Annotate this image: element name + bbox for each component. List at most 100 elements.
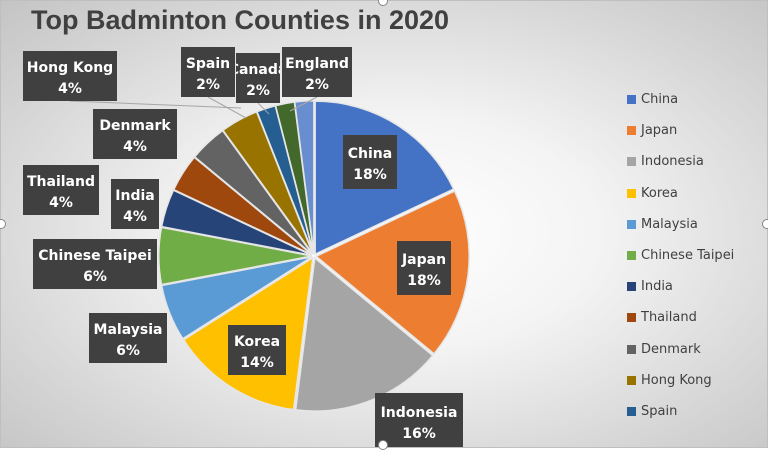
legend-item-chinese-taipei[interactable]: Chinese Taipei bbox=[627, 240, 755, 271]
data-label-value: 2% bbox=[305, 77, 329, 93]
data-label-box bbox=[23, 51, 117, 101]
data-label-value: 4% bbox=[123, 209, 147, 225]
data-label-denmark: Denmark 4% bbox=[93, 109, 177, 159]
legend-swatch bbox=[627, 95, 636, 105]
data-label-value: 6% bbox=[116, 343, 140, 359]
data-label-name: Denmark bbox=[99, 118, 171, 134]
chart-title: Top Badminton Counties in 2020 bbox=[31, 5, 450, 35]
legend-item-hong-kong[interactable]: Hong Kong bbox=[627, 365, 755, 396]
leader-line-spain bbox=[207, 96, 247, 119]
data-label-box bbox=[282, 47, 352, 97]
data-label-name: Thailand bbox=[27, 174, 95, 190]
data-label-thailand: Thailand 4% bbox=[23, 165, 99, 215]
data-label-name: Japan bbox=[401, 252, 446, 268]
legend-swatch bbox=[627, 219, 636, 229]
legend-label: Spain bbox=[641, 403, 678, 419]
legend-item-indonesia[interactable]: Indonesia bbox=[627, 146, 755, 177]
legend-swatch bbox=[627, 406, 636, 416]
data-label-value: 6% bbox=[83, 269, 107, 285]
data-label-box bbox=[397, 241, 451, 295]
legend-item-malaysia[interactable]: Malaysia bbox=[627, 209, 755, 240]
data-label-japan: Japan 18% bbox=[397, 241, 451, 295]
legend-label: Hong Kong bbox=[641, 372, 712, 388]
data-label-box bbox=[228, 325, 286, 375]
legend-swatch bbox=[627, 313, 636, 323]
data-label-name: China bbox=[348, 146, 392, 162]
data-label-value: 18% bbox=[353, 167, 387, 183]
data-label-value: 4% bbox=[123, 139, 147, 155]
data-label-hong-kong: Hong Kong 4% bbox=[23, 51, 117, 101]
resize-handle-left[interactable] bbox=[0, 219, 6, 229]
resize-handle-right[interactable] bbox=[762, 219, 768, 229]
resize-handle-top[interactable] bbox=[378, 0, 388, 6]
data-label-box bbox=[93, 109, 177, 159]
legend-item-japan[interactable]: Japan bbox=[627, 115, 755, 146]
legend-swatch bbox=[627, 344, 636, 354]
data-label-value: 16% bbox=[402, 426, 436, 442]
legend-label: Chinese Taipei bbox=[641, 248, 735, 264]
data-label-box bbox=[33, 239, 157, 289]
data-label-value: 2% bbox=[246, 83, 270, 99]
legend-item-korea[interactable]: Korea bbox=[627, 178, 755, 209]
data-label-value: 4% bbox=[49, 195, 73, 211]
data-label-value: 18% bbox=[407, 273, 441, 289]
legend-item-thailand[interactable]: Thailand bbox=[627, 302, 755, 333]
data-label-england: England 2% bbox=[282, 47, 352, 97]
leader-line-hong-kong bbox=[69, 100, 242, 109]
legend-label: Japan bbox=[641, 123, 678, 139]
legend-item-spain[interactable]: Spain bbox=[627, 396, 755, 427]
data-label-canada: Canada 2% bbox=[229, 53, 288, 103]
legend-swatch bbox=[627, 157, 636, 167]
data-label-box bbox=[23, 165, 99, 215]
leader-line-england bbox=[289, 96, 318, 112]
data-label-chinese-taipei: Chinese Taipei 6% bbox=[33, 239, 157, 289]
data-label-name: Spain bbox=[186, 56, 230, 72]
legend-item-india[interactable]: India bbox=[627, 271, 755, 302]
legend-label: India bbox=[641, 279, 673, 295]
data-label-name: Canada bbox=[229, 62, 288, 78]
legend-label: Denmark bbox=[641, 341, 701, 357]
chart-legend[interactable]: China Japan Indonesia Korea Malaysia Chinese … bbox=[627, 84, 755, 427]
legend-swatch bbox=[627, 375, 636, 385]
legend-label: Malaysia bbox=[641, 216, 698, 232]
resize-handle-bottom[interactable] bbox=[378, 440, 388, 450]
data-label-value: 2% bbox=[196, 77, 220, 93]
data-label-korea: Korea 14% bbox=[228, 325, 286, 375]
data-label-name: India bbox=[115, 188, 154, 204]
data-label-india: India 4% bbox=[111, 179, 159, 229]
data-label-china: China 18% bbox=[343, 135, 397, 189]
legend-label: Indonesia bbox=[641, 154, 704, 170]
data-label-name: England bbox=[285, 56, 349, 72]
data-label-box bbox=[343, 135, 397, 189]
data-label-name: Malaysia bbox=[94, 322, 163, 338]
legend-swatch bbox=[627, 282, 636, 292]
data-label-box bbox=[375, 393, 463, 447]
legend-swatch bbox=[627, 251, 636, 261]
data-label-box bbox=[89, 313, 167, 363]
data-label-value: 4% bbox=[58, 81, 82, 97]
legend-swatch bbox=[627, 126, 636, 136]
data-label-malaysia: Malaysia 6% bbox=[89, 313, 167, 363]
pie-slice-japan[interactable] bbox=[314, 190, 470, 355]
pie-slice-malaysia[interactable] bbox=[160, 256, 313, 340]
data-label-box bbox=[236, 53, 280, 103]
legend-label: China bbox=[641, 92, 679, 108]
data-label-indonesia: Indonesia 16% bbox=[375, 393, 463, 447]
legend-label: Korea bbox=[641, 185, 678, 201]
data-label-name: Hong Kong bbox=[27, 60, 113, 76]
legend-item-denmark[interactable]: Denmark bbox=[627, 334, 755, 365]
data-label-box bbox=[181, 47, 235, 97]
data-label-name: Indonesia bbox=[381, 405, 458, 421]
legend-item-china[interactable]: China bbox=[627, 84, 755, 115]
pie-slice-england[interactable] bbox=[293, 100, 315, 254]
data-label-name: Korea bbox=[234, 334, 280, 350]
leader-line-canada bbox=[257, 102, 270, 115]
data-label-name: Chinese Taipei bbox=[38, 248, 152, 264]
legend-swatch bbox=[627, 188, 636, 198]
data-label-spain: Spain 2% bbox=[181, 47, 235, 97]
data-label-value: 14% bbox=[240, 355, 274, 371]
pie-slice-indonesia[interactable] bbox=[294, 256, 434, 412]
data-label-box bbox=[111, 179, 159, 229]
